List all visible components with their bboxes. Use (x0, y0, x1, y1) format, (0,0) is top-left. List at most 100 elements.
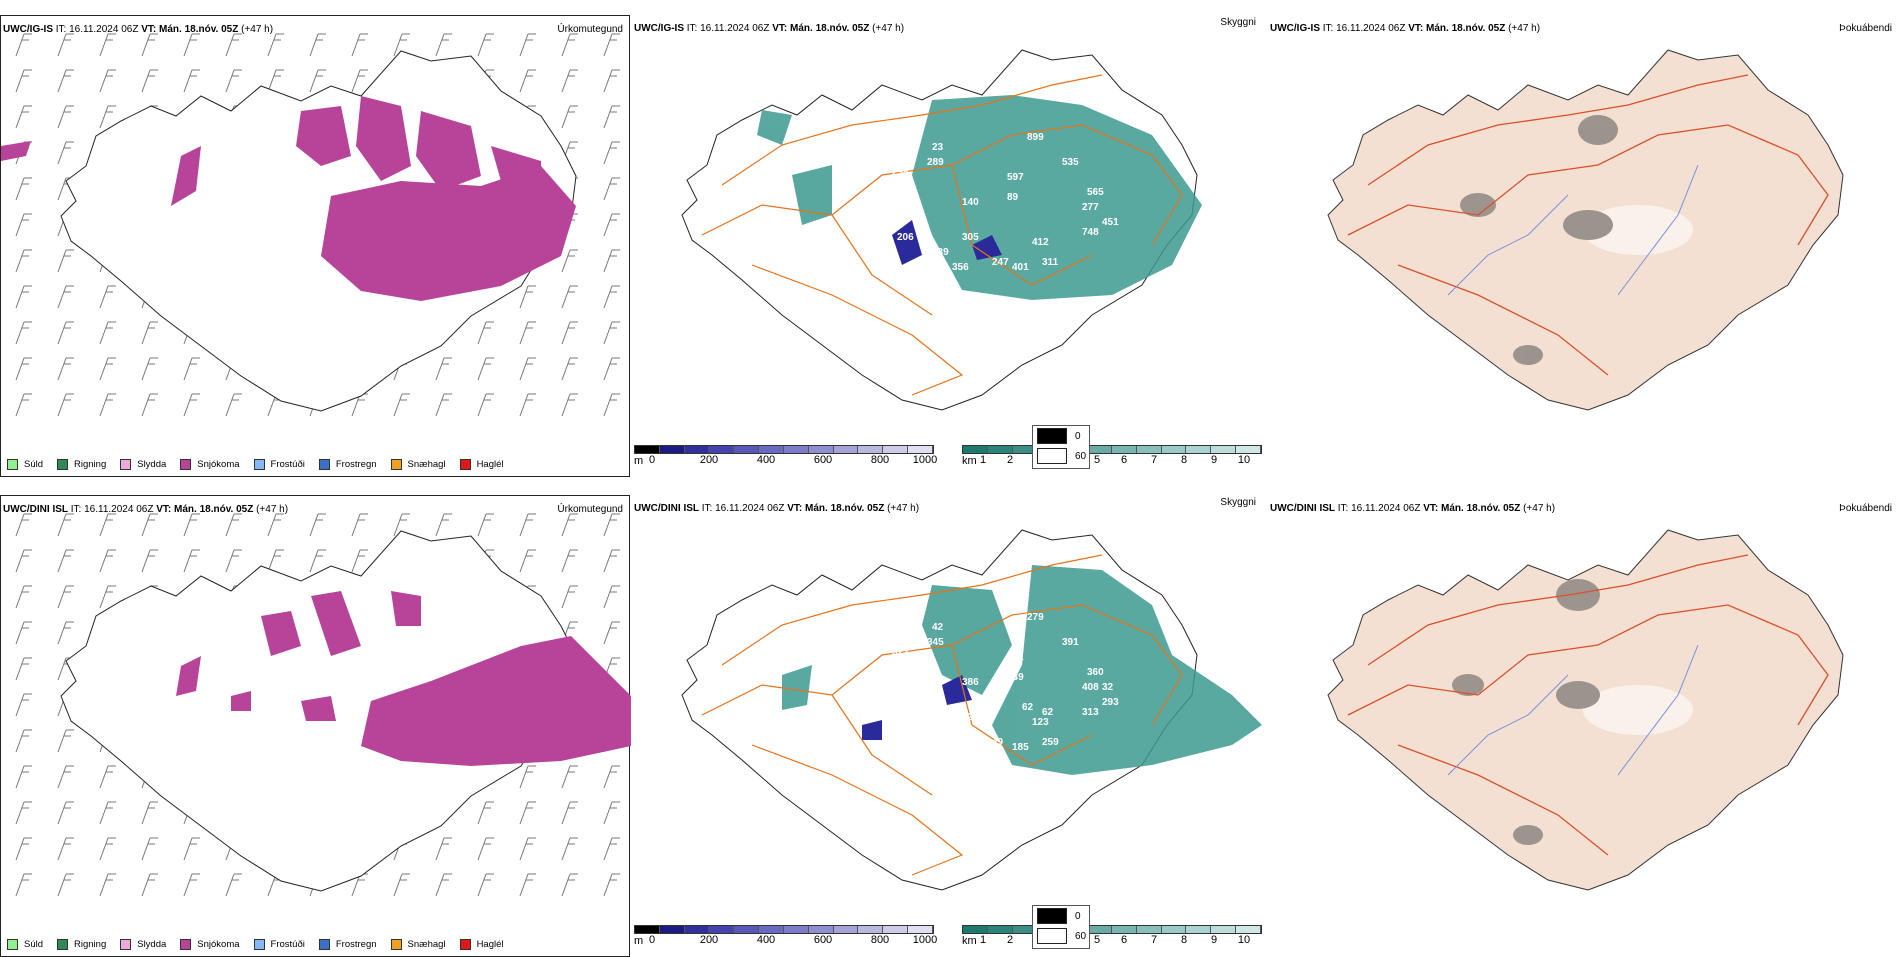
wind-barb (561, 393, 578, 417)
colorbar-tick: 10 (1237, 454, 1251, 466)
colorbar-tick: 600 (813, 454, 833, 466)
colorbar-swatches (962, 925, 1262, 934)
legend-swatch (7, 939, 18, 950)
cloud-base-label: 32 (1102, 682, 1114, 693)
cloud-base-label: 293 (1102, 697, 1119, 708)
rivers (1447, 164, 1699, 296)
panel-title: Skyggni (1220, 497, 1256, 508)
colorbar-tick: 800 (870, 454, 890, 466)
wind-barb (141, 357, 158, 381)
cloud-base-label: 247 (992, 257, 1009, 268)
colorbar-swatch (734, 926, 760, 933)
legend-swatch (57, 459, 69, 470)
colorbar-swatch (1136, 446, 1162, 453)
cloud-base-label: 239 (1007, 672, 1024, 683)
wind-barb (15, 873, 32, 897)
wind-barb (57, 69, 74, 93)
fog-legend-item: 0 (1033, 906, 1089, 926)
colorbar-tick: 6 (1120, 934, 1128, 946)
wind-barb (519, 33, 536, 57)
fog-legend: 0 60 (1032, 905, 1090, 949)
wind-barb (99, 393, 116, 417)
colorbar-swatch (987, 446, 1013, 453)
colorbar-tick: 400 (756, 934, 776, 946)
wind-barb (141, 873, 158, 897)
cloud-base-areas (862, 675, 972, 740)
legend-swatch (180, 939, 192, 950)
colorbar-swatches (962, 445, 1262, 454)
colorbar-swatch (1186, 926, 1212, 933)
wind-barb (519, 321, 536, 345)
cloud-base-label: 535 (1062, 157, 1079, 168)
wind-barb (435, 33, 452, 57)
colorbar-swatch (908, 446, 933, 453)
wind-barb (183, 357, 200, 381)
fog-roads (1347, 74, 1829, 376)
wind-barb (477, 513, 494, 537)
wind-barb (15, 285, 32, 309)
wind-barb (225, 393, 242, 417)
colorbar-swatch (1161, 446, 1187, 453)
legend-swatch (390, 459, 402, 470)
colorbar-tick: 7 (1150, 934, 1158, 946)
colorbar-tick: 800 (870, 934, 890, 946)
colorbar-tick: 0 (648, 454, 656, 466)
legend-item: Súld (7, 459, 43, 470)
panel-header: UWC/DINI ISL IT: 16.11.2024 06Z VT: Mán.… (3, 504, 289, 515)
visibility-colorbar: km 12345678910 (962, 445, 1262, 468)
cloud-base-label: 408 (1082, 682, 1099, 693)
wind-barb (561, 765, 578, 789)
cloud-base-label: 289 (927, 157, 944, 168)
wind-barb (225, 873, 242, 897)
legend-item: Haglél (459, 459, 504, 470)
wind-barb (309, 513, 326, 537)
wind-barb (57, 585, 74, 609)
colorbar-swatch (987, 926, 1013, 933)
wind-barb (141, 801, 158, 825)
cloud-base-label: 73 (832, 237, 844, 248)
wind-barb (141, 69, 158, 93)
colorbar-tick: 5 (1093, 454, 1101, 466)
wind-barb (183, 69, 200, 93)
wind-barb (15, 837, 32, 861)
wind-barb (603, 105, 620, 129)
cloud-base-label: 391 (1062, 637, 1079, 648)
wind-barb (57, 801, 74, 825)
wind-barb (15, 621, 32, 645)
colorbar-swatch (808, 446, 834, 453)
colorbar-swatch (1211, 446, 1237, 453)
colorbar-swatch (684, 926, 710, 933)
cloud-base-label: 42 (932, 622, 944, 633)
fog-legend-swatch (1037, 428, 1067, 444)
wind-barb (15, 585, 32, 609)
wind-barb (183, 873, 200, 897)
visibility-colorbar: km 12345678910 (962, 925, 1262, 948)
colorbar-tick: 8 (1180, 454, 1188, 466)
wind-barb (393, 873, 410, 897)
colorbar-swatch (709, 446, 735, 453)
wind-barb (57, 141, 74, 165)
precip-type-legend: Súld Rigning Slydda Snjókoma Frostúði Fr… (1, 459, 504, 470)
snow-areas (176, 591, 631, 766)
colorbar-tick: 6 (1120, 454, 1128, 466)
panel-header: UWC/IG-IS IT: 16.11.2024 06Z VT: Mán. 18… (1270, 23, 1541, 34)
legend-swatch (180, 459, 192, 470)
legend-item: Snjókoma (180, 459, 240, 470)
legend-swatch (390, 939, 402, 950)
wind-barb (57, 285, 74, 309)
colorbar-swatch (759, 926, 784, 933)
legend-item: Frostregn (318, 459, 377, 470)
precip-type-legend: Súld Rigning Slydda Snjókoma Frostúði Fr… (1, 939, 504, 950)
wind-barb (393, 33, 410, 57)
cloud-base-label: 62 (1022, 702, 1034, 713)
panel-header: UWC/IG-IS IT: 16.11.2024 06Z VT: Mán. 18… (3, 24, 274, 35)
cloud-base-label: 206 (897, 232, 914, 243)
colorbar-swatch (808, 926, 834, 933)
wind-barb (477, 873, 494, 897)
cloud-base-label: 345 (927, 637, 944, 648)
colorbar-swatch (883, 926, 909, 933)
wind-barb (519, 873, 536, 897)
colorbar-ticks: 12345678910 (962, 454, 1262, 468)
wind-barb (603, 801, 620, 825)
wind-barb (603, 321, 620, 345)
